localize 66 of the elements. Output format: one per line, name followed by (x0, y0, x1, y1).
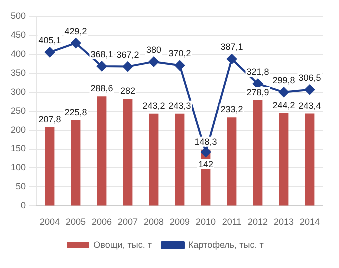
y-tick-label: 50 (16, 182, 26, 192)
bar (305, 114, 315, 206)
bar (45, 127, 55, 206)
y-tick-label: 0 (21, 200, 26, 211)
legend-label: Овощи, тыс. т (94, 240, 152, 250)
y-tick-label: 150 (10, 144, 26, 154)
y-tick-label: 100 (10, 162, 26, 173)
x-tick-label: 2007 (118, 217, 138, 228)
point (71, 38, 82, 48)
bar (279, 114, 289, 206)
data-label: 370,2 (168, 48, 192, 59)
point (149, 56, 160, 67)
point (175, 60, 186, 71)
x-tick-label: 2008 (144, 217, 164, 228)
x-tick-label: 2012 (248, 217, 268, 228)
bar (123, 99, 133, 206)
data-label: 387,1 (220, 42, 244, 52)
data-label: 321,8 (246, 67, 270, 78)
data-label: 148,3 (194, 136, 218, 147)
bar (253, 100, 263, 206)
x-tick-label: 2013 (274, 217, 294, 228)
data-label: 142 (198, 159, 214, 170)
y-tick-label: 500 (10, 10, 26, 21)
data-label: 278,9 (246, 87, 270, 98)
point (305, 84, 315, 95)
point (227, 54, 238, 64)
data-label: 405,1 (38, 35, 62, 46)
bar (227, 118, 237, 206)
y-tick-label: 450 (10, 30, 26, 40)
data-label: 282 (120, 86, 136, 96)
bar (149, 114, 159, 206)
point (97, 61, 108, 72)
data-label: 207,8 (38, 114, 62, 124)
legend-label: Картофель, тыс. т (188, 240, 264, 250)
x-tick-label: 2014 (300, 217, 320, 228)
x-tick-label: 2011 (222, 217, 242, 228)
y-tick-label: 350 (10, 68, 26, 78)
bar (175, 114, 185, 206)
x-tick-label: 2009 (170, 217, 190, 228)
data-label: 299,8 (272, 75, 296, 86)
bar (71, 120, 81, 206)
x-tick-label: 2004 (40, 217, 60, 228)
data-label: 380 (146, 44, 162, 55)
bar (97, 96, 107, 206)
x-tick-label: 2006 (92, 217, 112, 228)
y-tick-label: 300 (10, 86, 26, 97)
data-label: 288,6 (90, 84, 114, 94)
data-label: 306,5 (298, 72, 322, 83)
data-label: 367,2 (116, 50, 140, 60)
point (201, 147, 212, 158)
data-label: 233,2 (220, 104, 244, 115)
y-tick-label: 200 (10, 124, 26, 135)
data-label: 225,8 (64, 107, 88, 118)
point (279, 87, 289, 98)
y-tick-label: 250 (10, 106, 26, 116)
point (45, 47, 56, 58)
point (123, 62, 134, 72)
data-label: 244,2 (272, 100, 296, 110)
x-tick-label: 2005 (66, 217, 86, 228)
x-tick-label: 2010 (196, 217, 216, 228)
data-label: 243,4 (298, 100, 322, 111)
data-label: 243,3 (168, 100, 192, 111)
y-tick-label: 400 (10, 48, 26, 59)
data-label: 429,2 (64, 26, 88, 36)
data-label: 243,2 (142, 100, 166, 111)
data-label: 368,1 (90, 49, 114, 60)
